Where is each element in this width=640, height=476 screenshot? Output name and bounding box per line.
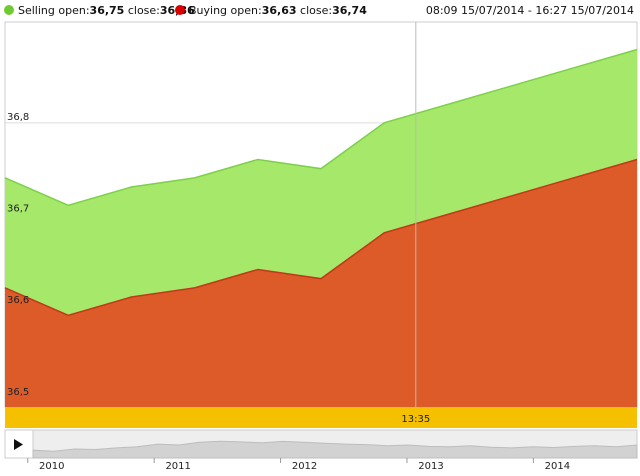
series-layer — [4, 48, 638, 407]
date-range-label: 08:09 15/07/2014 - 16:27 15/07/2014 — [425, 4, 634, 17]
legend-selling[interactable]: Selling open:36,75 close:36,86 — [4, 0, 195, 22]
y-tick-label-1: 36,6 — [7, 295, 29, 306]
legend-selling-label: Selling — [18, 4, 55, 17]
y-tick-label-0: 36,5 — [7, 387, 29, 398]
legend-buying-label: Buying — [189, 4, 228, 17]
legend-selling-open-label: open: — [58, 4, 90, 17]
y-tick-label-3: 36,8 — [7, 112, 29, 123]
legend-selling-open-value: 36,75 — [89, 4, 125, 17]
y-tick-label-2: 36,7 — [7, 204, 29, 215]
time-band-bar — [5, 407, 637, 428]
y-axis: 36,5 36,6 36,7 36,8 — [7, 112, 29, 398]
year-label-2013: 2013 — [418, 461, 443, 472]
legend-buying-close-value: 36,74 — [332, 4, 367, 17]
navigator[interactable]: 2010 2011 2012 2013 2014 — [4, 429, 638, 472]
year-label-2011: 2011 — [165, 461, 190, 472]
legend-buying-close-label: close: — [300, 4, 333, 17]
selling-line — [4, 48, 638, 207]
time-band: 13:35 — [5, 407, 637, 428]
navigator-area — [32, 440, 638, 459]
buying-line — [4, 158, 638, 317]
selling-dot-icon — [4, 5, 14, 15]
legend-buying-open-value: 36,63 — [261, 4, 297, 17]
buying-area — [5, 159, 637, 407]
play-icon — [14, 439, 23, 450]
year-label-2012: 2012 — [292, 461, 317, 472]
legend-buying-open-label: open: — [230, 4, 262, 17]
buying-dot-icon — [175, 5, 185, 15]
year-label-2014: 2014 — [545, 461, 570, 472]
year-label-2010: 2010 — [39, 461, 64, 472]
legend-buying[interactable]: Buying open:36,63 close:36,74 — [175, 0, 367, 22]
legend: Selling open:36,75 close:36,86 Buying op… — [0, 0, 640, 22]
legend-selling-close-label: close: — [127, 4, 160, 17]
cursor-time-label: 13:35 — [401, 414, 430, 425]
